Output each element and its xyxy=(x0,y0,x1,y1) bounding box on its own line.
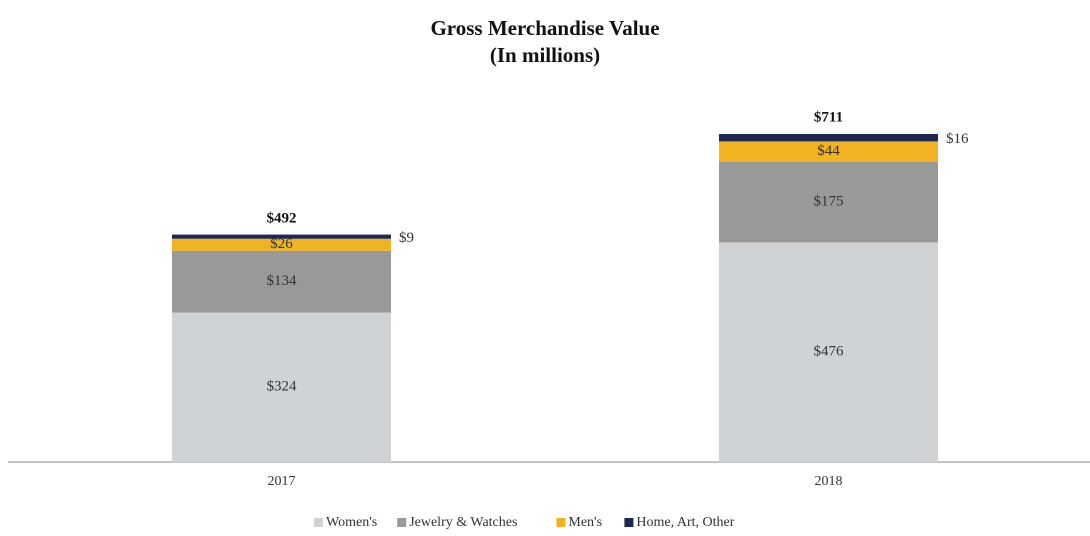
data-label: $44 xyxy=(817,143,840,159)
bar-segment xyxy=(172,312,391,462)
x-tick-label: 2018 xyxy=(815,474,843,489)
data-label: $9 xyxy=(399,230,414,246)
data-label: $476 xyxy=(814,344,845,360)
legend-swatch xyxy=(556,518,566,527)
total-label: $711 xyxy=(814,109,843,125)
data-label: $16 xyxy=(946,131,969,147)
bar-segment xyxy=(719,134,938,142)
bar-segment xyxy=(719,242,938,462)
chart-subtitle: (In millions) xyxy=(490,43,600,67)
legend-swatch xyxy=(397,518,407,527)
bar-segment xyxy=(719,161,938,243)
legend-label: Jewelry & Watches xyxy=(409,515,517,530)
bar-segment xyxy=(172,250,391,313)
data-label: $324 xyxy=(267,379,298,395)
data-label: $134 xyxy=(267,273,298,289)
chart-title: Gross Merchandise Value xyxy=(430,16,659,40)
bar-segment xyxy=(719,141,938,162)
bar-segment xyxy=(172,234,391,239)
data-label: $175 xyxy=(814,193,844,209)
legend-label: Home, Art, Other xyxy=(636,515,734,530)
bar-segment xyxy=(172,238,391,251)
x-tick-label: 2017 xyxy=(268,474,296,489)
legend-swatch xyxy=(314,518,323,527)
legend-label: Men's xyxy=(568,515,602,530)
data-label: $26 xyxy=(270,236,293,252)
total-label: $492 xyxy=(267,210,297,226)
legend-swatch xyxy=(624,518,634,527)
legend-label: Women's xyxy=(326,515,377,530)
